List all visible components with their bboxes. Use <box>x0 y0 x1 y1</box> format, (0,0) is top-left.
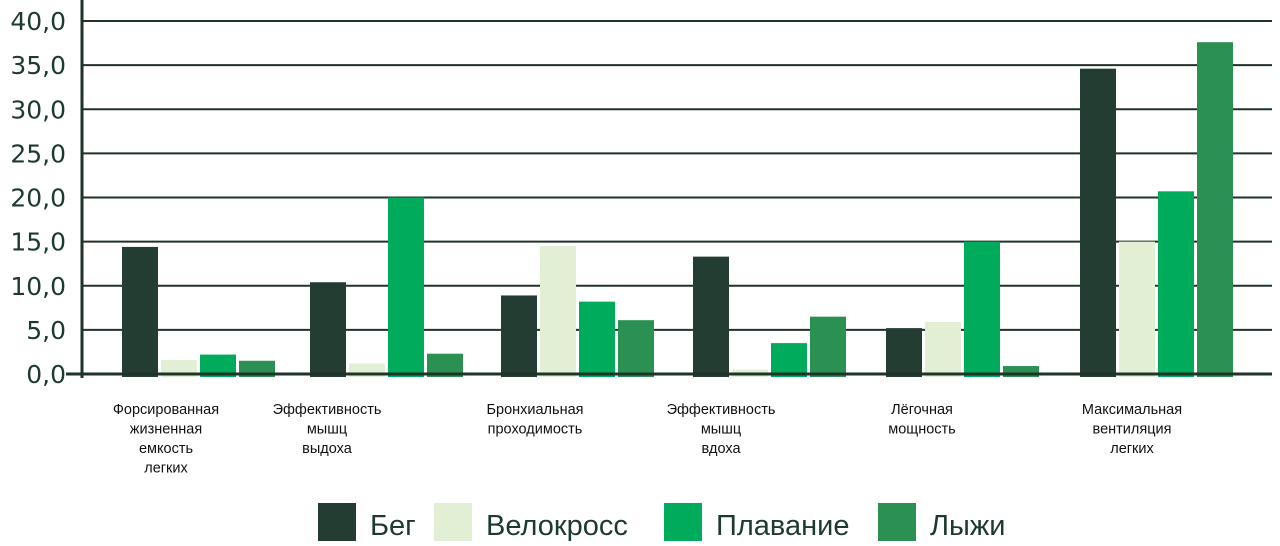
category-label-line: Эффективность <box>667 402 776 418</box>
category-label-line: Бронхиальная <box>486 402 583 418</box>
bar <box>427 353 463 377</box>
category-label-line: выдоха <box>302 441 353 457</box>
bar <box>1197 42 1233 378</box>
category-label-line: мощность <box>888 422 955 438</box>
category-label: Лёгочная мощность <box>888 402 955 438</box>
legend-swatch <box>434 503 472 541</box>
bar <box>540 246 576 377</box>
legend-label: Лыжи <box>930 510 1005 542</box>
y-tick-label: 30,0 <box>10 95 66 124</box>
y-tick-label: 20,0 <box>10 184 66 213</box>
bars <box>122 42 1233 378</box>
legend-label: Велокросс <box>486 510 628 542</box>
category-label: Эффективность мышц выдоха <box>273 402 382 457</box>
bar <box>1158 191 1194 377</box>
category-label-line: легких <box>1110 441 1154 457</box>
legend-swatch <box>318 503 356 541</box>
legend-label: Бег <box>370 510 416 542</box>
category-label-line: Максимальная <box>1082 402 1182 418</box>
category-label-line: проходимость <box>488 422 583 438</box>
bar <box>618 320 654 377</box>
category-label-line: вентиляция <box>1093 422 1172 438</box>
category-label-line: мышц <box>701 422 741 438</box>
y-axis-tick-labels: 0,0 5,0 10,0 15,0 20,0 25,0 30,0 35,0 40,0 <box>10 7 66 389</box>
y-tick-label: 5,0 <box>26 316 66 345</box>
bar <box>693 256 729 377</box>
bar <box>886 328 922 377</box>
category-label-line: вдоха <box>701 441 741 457</box>
legend: Бег Велокросс Плавание Лыжи <box>318 503 1005 542</box>
legend-label: Плавание <box>716 510 849 542</box>
axes <box>66 0 1272 378</box>
y-tick-label: 25,0 <box>10 139 66 168</box>
y-tick-label: 35,0 <box>10 51 66 80</box>
bar <box>310 282 346 377</box>
bar <box>579 301 615 377</box>
legend-swatch <box>664 503 702 541</box>
bar <box>122 246 158 377</box>
bar <box>501 295 537 377</box>
bar <box>200 354 236 377</box>
category-label: Бронхиальная проходимость <box>486 402 583 438</box>
y-tick-label: 15,0 <box>10 228 66 257</box>
category-label-line: мышц <box>307 422 347 438</box>
category-label: Эффективность мышц вдоха <box>667 402 776 457</box>
category-label-line: жизненная <box>130 422 202 438</box>
category-label: Форсированная жизненная емкость легких <box>113 402 219 477</box>
grid-lines <box>82 20 1272 331</box>
y-tick-label: 40,0 <box>10 7 66 36</box>
bar <box>1080 68 1116 377</box>
bar <box>925 321 961 377</box>
category-label: Максимальная вентиляция легких <box>1082 402 1182 457</box>
y-tick-label: 10,0 <box>10 272 66 301</box>
bar <box>1003 366 1039 377</box>
bar <box>964 241 1000 377</box>
bar <box>810 316 846 377</box>
bar <box>1119 241 1155 377</box>
bar <box>388 197 424 377</box>
category-labels: Форсированная жизненная емкость легких Эффек… <box>113 402 1182 477</box>
category-label-line: легких <box>144 461 188 477</box>
legend-swatch <box>878 503 916 541</box>
category-label-line: емкость <box>139 441 193 457</box>
category-label-line: Эффективность <box>273 402 382 418</box>
bar <box>771 343 807 377</box>
category-label-line: Лёгочная <box>891 402 953 418</box>
category-label-line: Форсированная <box>113 402 219 418</box>
y-tick-label: 0,0 <box>26 360 66 389</box>
